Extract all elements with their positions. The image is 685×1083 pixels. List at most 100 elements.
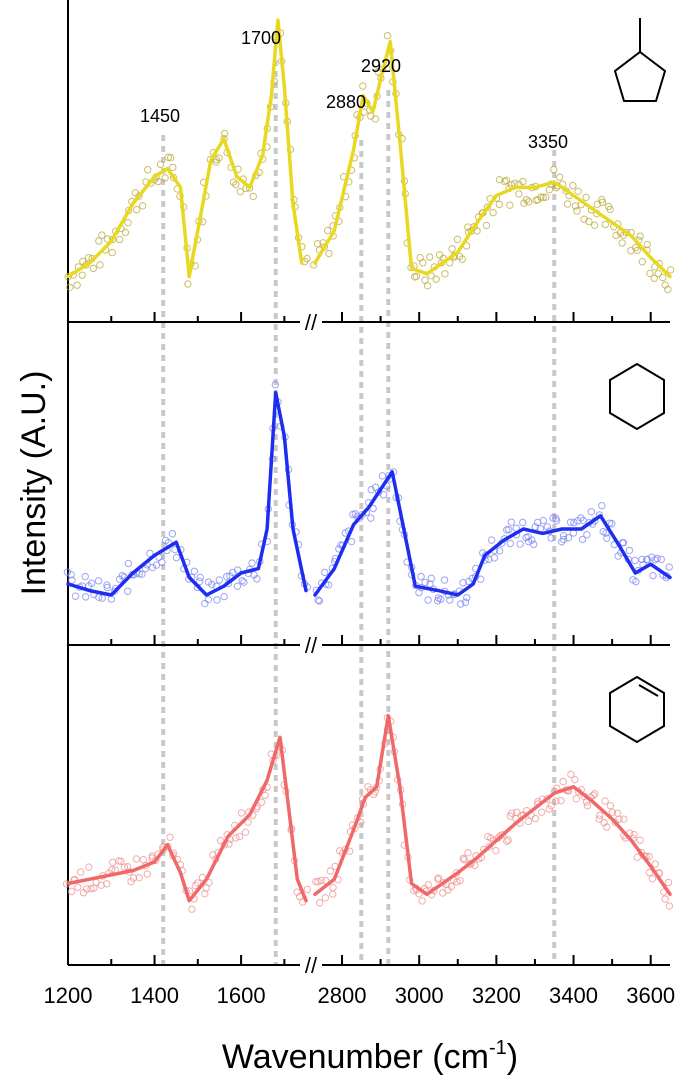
data-point [129,874,138,882]
data-point [95,237,103,245]
data-point [552,516,561,525]
data-point [213,596,221,604]
data-point [383,31,392,40]
data-point [446,596,454,604]
data-point [82,593,90,601]
data-point [547,534,555,542]
data-point [578,535,587,544]
data-point [515,190,523,198]
data-point [138,570,146,578]
data-point [143,870,151,878]
data-point [141,564,150,573]
data-point [127,877,135,886]
data-point [138,202,147,210]
peak-label: 3350 [528,132,568,152]
data-point [83,885,91,893]
data-point [71,592,80,600]
data-point [555,173,564,181]
data-point [222,572,231,581]
data-point [424,596,432,604]
peak-label: 2920 [361,56,401,76]
data-point [425,253,434,261]
data-point [539,516,548,525]
data-point [315,597,323,605]
data-point [492,846,500,855]
data-point [158,558,166,566]
data-point [458,255,466,263]
data-point [378,472,387,480]
data-point [482,221,491,230]
data-point [201,599,209,608]
data-point [503,837,511,846]
data-point [603,823,611,831]
data-point [196,573,204,582]
data-point [121,228,130,237]
data-point [601,797,609,805]
data-point [490,554,499,562]
series-group [64,18,675,294]
series-line [66,390,308,597]
peak-label: 1450 [140,106,180,126]
data-point [63,568,72,576]
data-point [89,264,98,273]
x-tick-label: 3200 [472,983,521,1008]
data-point [570,518,578,527]
data-point [109,858,117,867]
data-point [612,231,620,240]
data-point [94,577,103,585]
data-point [543,523,552,531]
data-point [169,163,177,172]
data-point [507,518,515,526]
data-point [519,177,527,186]
data-point [81,572,89,581]
data-point [506,201,514,209]
data-point [601,220,610,229]
data-point [501,177,509,186]
data-point [184,280,192,288]
data-point [96,261,104,269]
data-point [440,576,449,584]
data-point [424,880,432,889]
data-point [457,600,465,608]
x-axis-title: Wavenumber (cm-1) [222,1037,518,1076]
data-point [664,878,673,887]
data-point [657,555,665,564]
data-point [215,576,224,584]
data-point [221,129,229,138]
data-point [208,580,216,589]
data-point [117,857,125,866]
data-point [585,217,593,226]
data-point [633,246,642,254]
data-point [543,795,551,803]
data-point [419,259,427,267]
x-axis-title-close: ) [507,1038,518,1076]
data-point [495,200,504,209]
data-point [633,853,642,861]
data-point [241,828,250,836]
data-point [87,579,96,587]
data-point [172,553,181,562]
data-point [654,269,662,278]
data-point [542,193,550,201]
data-point [464,849,472,857]
data-point [516,540,524,548]
data-point [448,245,456,253]
data-point [567,770,575,779]
data-point [583,530,591,539]
data-point [659,273,667,282]
data-point [619,539,628,547]
data-point [625,546,634,555]
peak-label: 2880 [326,92,366,112]
data-point [324,581,333,589]
data-point [653,554,661,563]
data-point [238,576,246,585]
data-point [168,530,177,538]
cyclohexene-icon [609,675,665,744]
data-point [303,254,311,263]
data-point [314,596,322,604]
data-point [495,547,504,555]
data-point [550,165,558,174]
data-point [317,876,325,885]
data-point [103,583,111,592]
